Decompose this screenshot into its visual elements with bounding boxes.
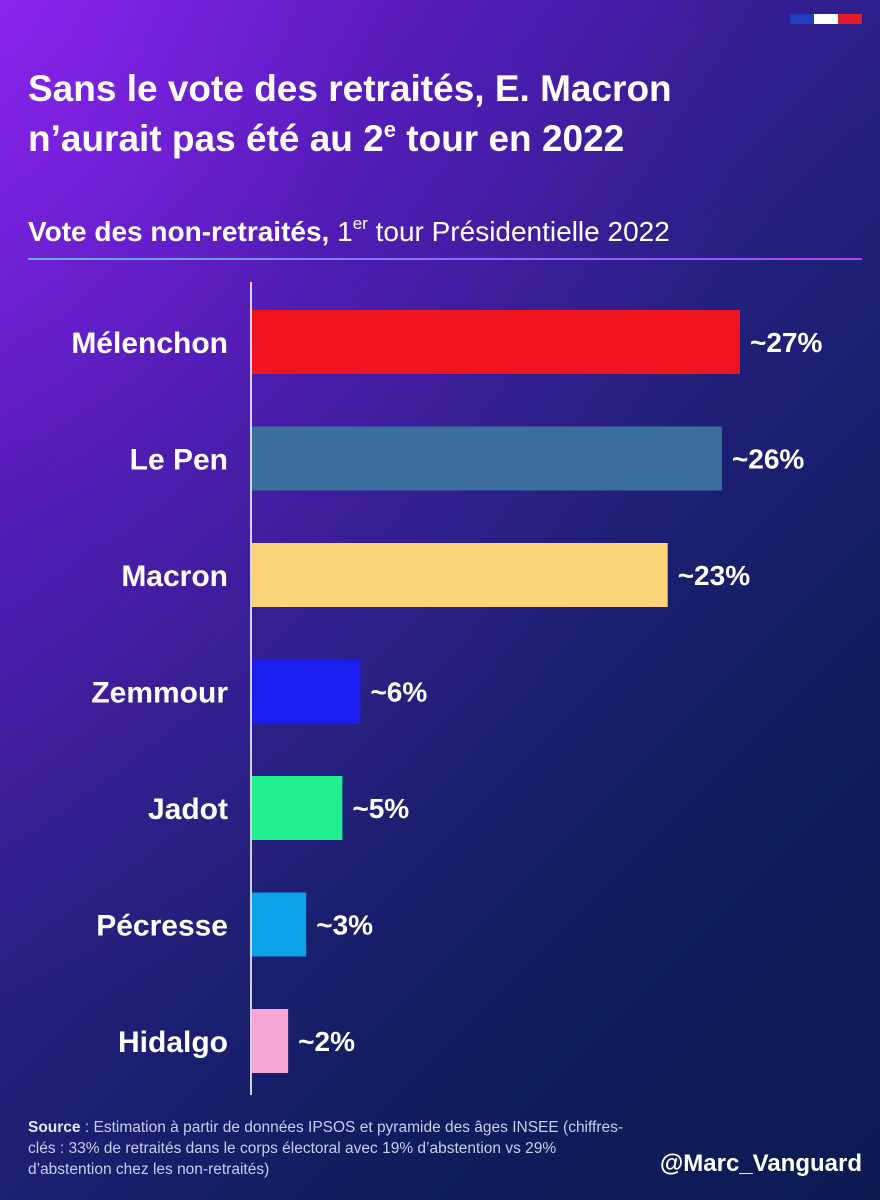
subtitle-bold: Vote des non-retraités, bbox=[28, 216, 330, 247]
category-label: Mélenchon bbox=[71, 327, 228, 360]
value-label: ~5% bbox=[352, 793, 409, 824]
category-label: Zemmour bbox=[91, 677, 228, 710]
bar-3 bbox=[252, 543, 668, 607]
author-handle: @Marc_Vanguard bbox=[659, 1150, 862, 1177]
source-label: Source bbox=[28, 1119, 81, 1136]
value-label: ~27% bbox=[750, 327, 822, 358]
chart-title: Sans le vote des retraités, E. Macron n’… bbox=[28, 64, 828, 164]
bar-6 bbox=[252, 892, 307, 957]
subtitle-underline bbox=[28, 258, 862, 260]
value-label: ~6% bbox=[370, 677, 427, 708]
title-line-2-end: tour en 2022 bbox=[396, 118, 625, 159]
bar-7 bbox=[252, 1009, 289, 1073]
bar-5 bbox=[252, 776, 343, 840]
category-label: Jadot bbox=[148, 793, 228, 826]
source-note: Source : Estimation à partir de données … bbox=[28, 1117, 628, 1180]
subtitle-start: 1 bbox=[329, 216, 353, 247]
category-label: Macron bbox=[121, 560, 228, 593]
bar-2 bbox=[252, 426, 722, 491]
flag-red-stripe bbox=[838, 14, 862, 24]
flag-white-stripe bbox=[814, 14, 838, 24]
bar-1 bbox=[252, 310, 740, 374]
value-label: ~3% bbox=[316, 910, 373, 941]
title-superscript: e bbox=[383, 117, 396, 142]
chart-subtitle: Vote des non-retraités, 1er tour Préside… bbox=[28, 212, 848, 252]
french-flag-icon bbox=[790, 14, 862, 24]
category-label: Le Pen bbox=[130, 444, 228, 477]
subtitle-superscript: er bbox=[352, 214, 368, 233]
source-text: : Estimation à partir de données IPSOS e… bbox=[28, 1119, 624, 1178]
title-line-2-start: n’aurait pas été au 2 bbox=[28, 118, 384, 159]
title-line-1: Sans le vote des retraités, E. Macron bbox=[28, 68, 672, 109]
value-label: ~2% bbox=[298, 1026, 355, 1057]
category-label: Hidalgo bbox=[118, 1026, 228, 1059]
value-label: ~26% bbox=[732, 444, 804, 475]
bar-4 bbox=[252, 659, 361, 724]
value-label: ~23% bbox=[678, 560, 750, 591]
subtitle-end: tour Présidentielle 2022 bbox=[367, 216, 670, 247]
flag-blue-stripe bbox=[790, 14, 814, 24]
category-label: Pécresse bbox=[96, 910, 228, 943]
